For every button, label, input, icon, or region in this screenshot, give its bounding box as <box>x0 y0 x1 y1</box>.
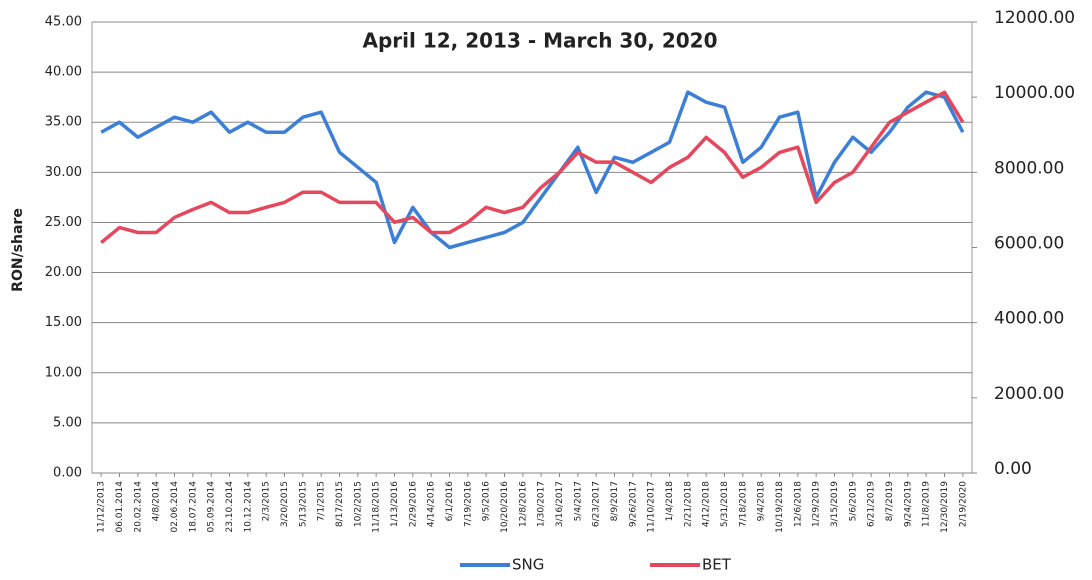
x-tick-label: 6/23/2017 <box>592 481 602 527</box>
x-tick-label: 2/19/2020 <box>958 481 968 527</box>
x-tick-label: 10/20/2016 <box>500 481 510 533</box>
x-tick-label: 5/6/2019 <box>848 481 858 522</box>
x-tick-label: 12/8/2016 <box>518 481 528 527</box>
x-tick-label: 9/26/2017 <box>628 481 638 527</box>
y2-tick-label: 10000.00 <box>994 83 1075 103</box>
y2-tick-label: 4000.00 <box>994 309 1064 329</box>
x-tick-label: 12/30/2019 <box>940 481 950 533</box>
x-tick-label: 8/7/2019 <box>885 481 895 522</box>
x-tick-label: 20.02.2014 <box>133 481 143 533</box>
x-tick-label: 3/16/2017 <box>555 481 565 527</box>
y2-tick-label: 12000.00 <box>994 8 1075 28</box>
x-tick-label: 11/18/2015 <box>372 481 382 533</box>
x-tick-label: 2/3/2015 <box>262 481 272 521</box>
plot-frame <box>91 21 973 474</box>
y-tick-label: 30.00 <box>45 165 82 180</box>
x-tick-label: 5/13/2015 <box>298 481 308 527</box>
series-line <box>100 90 965 250</box>
x-tick-label: 9/4/2018 <box>757 481 767 522</box>
x-tick-label: 4/12/2018 <box>702 481 712 527</box>
x-tick-label: 7/1/2015 <box>317 481 327 521</box>
legend-label: SNG <box>512 556 544 574</box>
x-tick-label: 1/4/2018 <box>665 481 675 522</box>
y-axis-label: RON/share <box>10 208 26 292</box>
y-tick-label: 20.00 <box>45 265 82 280</box>
x-tick-label: 7/18/2018 <box>738 481 748 527</box>
x-tick-label: 1/13/2016 <box>390 481 400 527</box>
y-tick-label: 5.00 <box>53 415 82 430</box>
chart-title: April 12, 2013 - March 30, 2020 <box>363 29 718 53</box>
y-tick-label: 40.00 <box>45 65 82 80</box>
series-line <box>100 90 965 244</box>
x-tick-label: 12/6/2018 <box>793 481 803 527</box>
x-tick-label: 10.12.2014 <box>243 481 253 533</box>
x-tick-label: 6/21/2019 <box>867 481 877 527</box>
y-tick-label: 10.00 <box>45 365 82 380</box>
x-tick-label: 1/29/2019 <box>812 481 822 527</box>
y2-tick-label: 6000.00 <box>994 234 1064 254</box>
x-tick-label: 02.06.2014 <box>170 481 180 533</box>
x-tick-label: 4/14/2016 <box>427 481 437 527</box>
x-tick-label: 2/21/2018 <box>683 481 693 527</box>
x-tick-label: 10/19/2018 <box>775 481 785 533</box>
y2-tick-label: 2000.00 <box>994 384 1064 404</box>
y2-tick-label: 0.00 <box>994 459 1032 479</box>
legend-label: BET <box>702 556 732 574</box>
x-tick-label: 9/24/2019 <box>903 481 913 527</box>
x-tick-label: 10/2/2015 <box>353 481 363 527</box>
x-tick-label: 05.09.2014 <box>207 481 217 533</box>
x-tick-label: 7/19/2016 <box>463 481 473 527</box>
y-tick-label: 15.00 <box>45 315 82 330</box>
x-tick-label: 2/29/2016 <box>408 481 418 527</box>
x-tick-label: 11/10/2017 <box>647 481 657 533</box>
x-tick-label: 6/1/2016 <box>445 481 455 522</box>
y2-tick-label: 8000.00 <box>994 158 1064 178</box>
x-tick-label: 3/15/2019 <box>830 481 840 527</box>
x-tick-label: 11/12/2013 <box>97 481 107 533</box>
y-tick-label: 35.00 <box>45 115 82 130</box>
x-tick-label: 5/4/2017 <box>573 481 583 521</box>
x-tick-label: 11/8/2019 <box>922 481 932 527</box>
x-tick-label: 8/17/2015 <box>335 481 345 527</box>
y-tick-label: 25.00 <box>45 215 82 230</box>
x-tick-label: 9/5/2016 <box>482 481 492 522</box>
x-tick-label: 1/30/2017 <box>537 481 547 527</box>
y-tick-label: 0.00 <box>53 466 82 481</box>
x-tick-label: 23.10.2014 <box>225 481 235 533</box>
y-tick-label: 45.00 <box>45 15 82 30</box>
x-tick-label: 4/8/2014 <box>152 481 162 522</box>
x-tick-label: 18.07.2014 <box>188 481 198 533</box>
x-tick-label: 5/31/2018 <box>720 481 730 527</box>
x-tick-label: 06.01.2014 <box>115 481 125 533</box>
x-tick-label: 8/9/2017 <box>610 481 620 521</box>
x-tick-label: 3/20/2015 <box>280 481 290 527</box>
